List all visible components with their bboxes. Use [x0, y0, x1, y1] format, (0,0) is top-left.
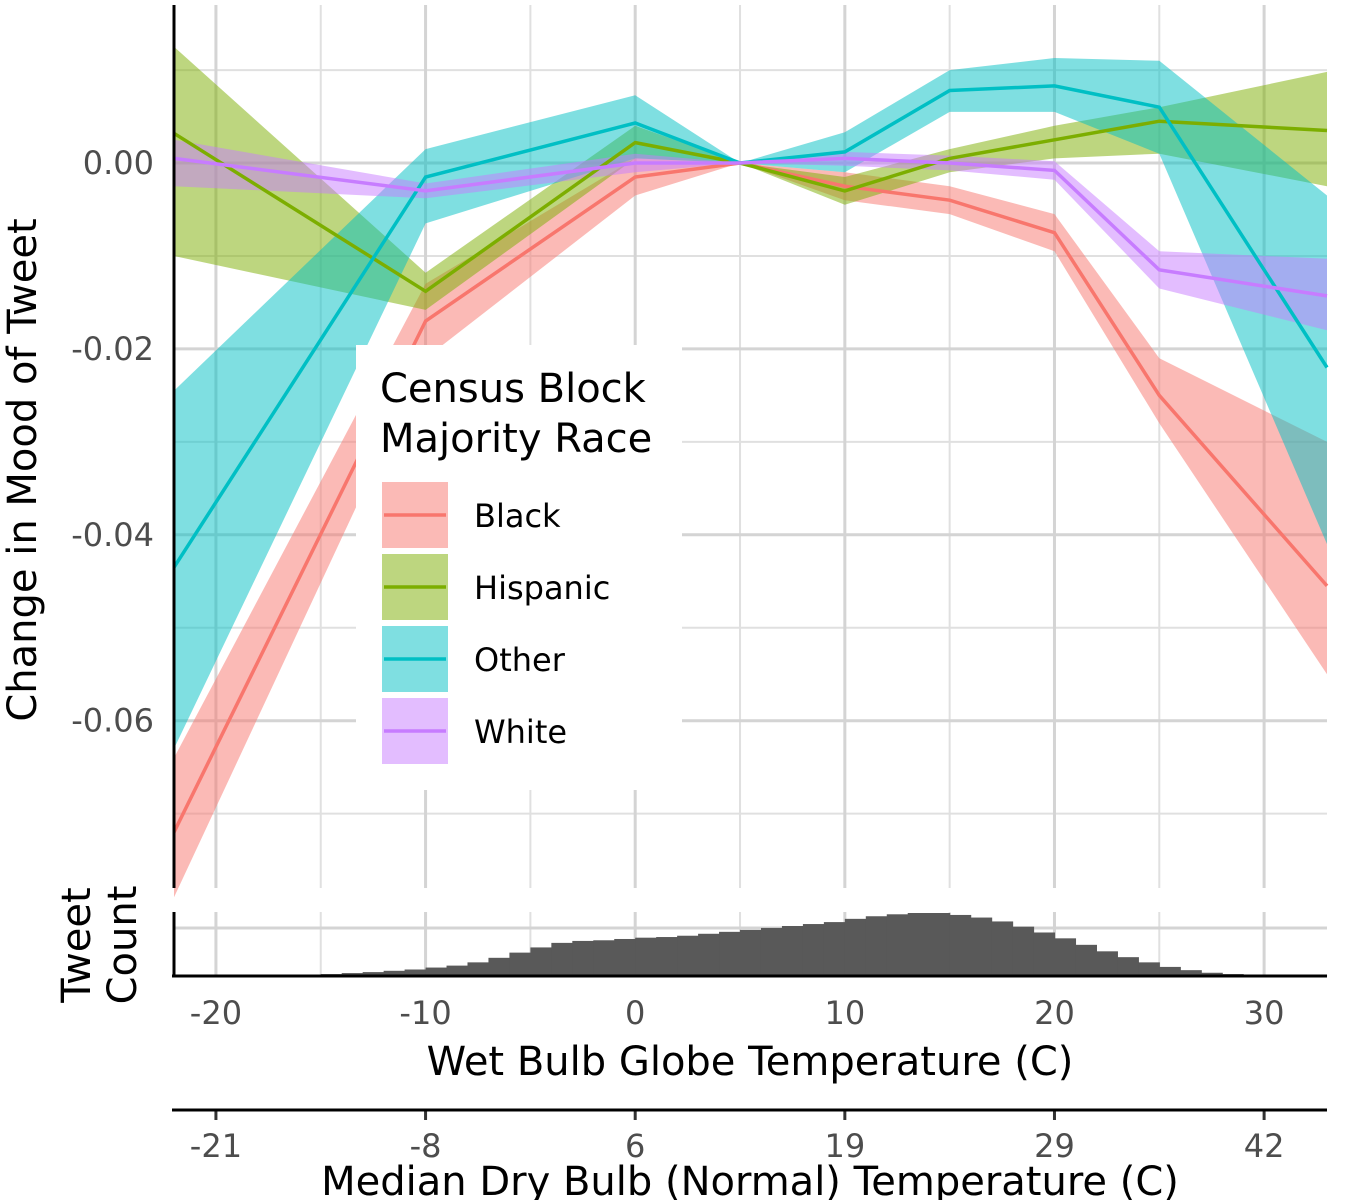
axis-lines: [172, 5, 1327, 1112]
x-axis-title: Wet Bulb Globe Temperature (C): [427, 1039, 1074, 1085]
histogram-bar: [1159, 966, 1181, 976]
legend-title-line2: Majority Race: [380, 416, 652, 462]
histogram-bar: [572, 940, 594, 976]
legend-item-hispanic: Hispanic: [382, 554, 610, 620]
histogram-bar: [1138, 962, 1160, 976]
histogram-bar: [1054, 938, 1077, 976]
histogram-bar: [1033, 932, 1056, 976]
y-tick-label: -0.06: [71, 702, 154, 740]
secondary-x-tick-label: -21: [190, 1127, 242, 1165]
histogram-label-line1: Tweet: [54, 887, 100, 1003]
histogram-bar: [383, 970, 406, 976]
legend: Census Block Majority Race Black Hispanic…: [356, 345, 682, 790]
histogram-bar: [509, 952, 531, 976]
series-lines: [172, 84, 1329, 833]
histogram-bar: [446, 965, 469, 976]
x-tick-label: -20: [190, 994, 242, 1032]
x-tick-label: 20: [1034, 994, 1075, 1032]
secondary-x-tick-label: -8: [410, 1127, 442, 1165]
histogram-bar: [362, 972, 385, 976]
legend-keys: Black Hispanic Other White: [382, 482, 610, 764]
y-tick-label: -0.04: [71, 516, 154, 554]
histogram-bar: [593, 940, 615, 976]
histogram-bar: [677, 935, 699, 976]
y-tick-label: 0.00: [83, 144, 154, 182]
histogram-bar: [928, 913, 951, 976]
histogram-bar: [635, 937, 657, 976]
histogram-bar: [488, 957, 511, 976]
histogram-bar: [865, 916, 888, 976]
secondary-x-tick-label: 19: [824, 1127, 865, 1165]
histogram-bar: [1117, 957, 1139, 976]
legend-label: Other: [474, 641, 566, 679]
secondary-x-axis-title: Median Dry Bulb (Normal) Temperature (C): [321, 1159, 1179, 1200]
histogram-bar: [1180, 970, 1202, 976]
y-tick-label: -0.02: [71, 330, 154, 368]
histogram-bar: [1201, 972, 1223, 976]
histogram-bar: [760, 927, 783, 976]
legend-item-other: Other: [382, 626, 566, 692]
y-axis-tick-labels: 0.00 -0.02 -0.04 -0.06: [71, 144, 154, 740]
histogram-bar: [740, 929, 762, 976]
secondary-x-tick-label: 6: [625, 1127, 645, 1165]
histogram-bar: [530, 947, 552, 976]
histogram-bar: [656, 937, 678, 976]
line-black: [172, 161, 1329, 833]
histogram-bar: [949, 914, 972, 976]
legend-item-black: Black: [382, 482, 561, 548]
legend-title-line1: Census Block: [380, 366, 647, 412]
histogram-bar: [823, 922, 846, 976]
secondary-x-tick-label: 29: [1034, 1127, 1075, 1165]
secondary-x-axis-tick-labels: -21 -8 6 19 29 42: [190, 1110, 1285, 1165]
histogram-bar: [719, 931, 741, 976]
line-hispanic: [173, 119, 1328, 294]
histogram-bar: [614, 938, 636, 976]
secondary-x-tick-label: 42: [1244, 1127, 1285, 1165]
x-tick-label: 30: [1244, 994, 1285, 1032]
line-other: [172, 84, 1329, 569]
legend-item-white: White: [382, 698, 567, 764]
x-tick-label: 10: [824, 994, 865, 1032]
y-axis-title: Change in Mood of Tweet: [0, 218, 46, 721]
histogram-bar: [970, 917, 993, 976]
legend-label: Black: [474, 497, 561, 535]
histogram-bar: [1096, 951, 1118, 976]
histogram-bar: [551, 942, 573, 976]
x-axis-tick-labels: -20 -10 0 10 20 30: [190, 994, 1285, 1032]
histogram-bar: [907, 913, 930, 976]
histogram-bar: [698, 933, 720, 976]
histogram-bar: [425, 967, 448, 976]
histogram-bar: [467, 962, 490, 976]
histogram-label-line2: Count: [100, 886, 146, 1005]
histogram-bar: [1012, 926, 1035, 976]
histogram-bar: [1075, 944, 1097, 976]
histogram-bar: [886, 914, 909, 976]
histogram-bar: [781, 925, 804, 976]
histogram-bar: [991, 921, 1014, 976]
x-tick-label: 0: [625, 994, 645, 1032]
legend-label: White: [474, 713, 567, 751]
legend-label: Hispanic: [474, 569, 610, 607]
histogram-bar: [802, 924, 825, 976]
band-other: [174, 58, 1327, 749]
line-white: [173, 156, 1328, 298]
x-tick-label: -10: [399, 994, 451, 1032]
histogram-bars: [236, 913, 1328, 976]
histogram-bar: [404, 969, 427, 976]
histogram-bar: [844, 918, 867, 976]
